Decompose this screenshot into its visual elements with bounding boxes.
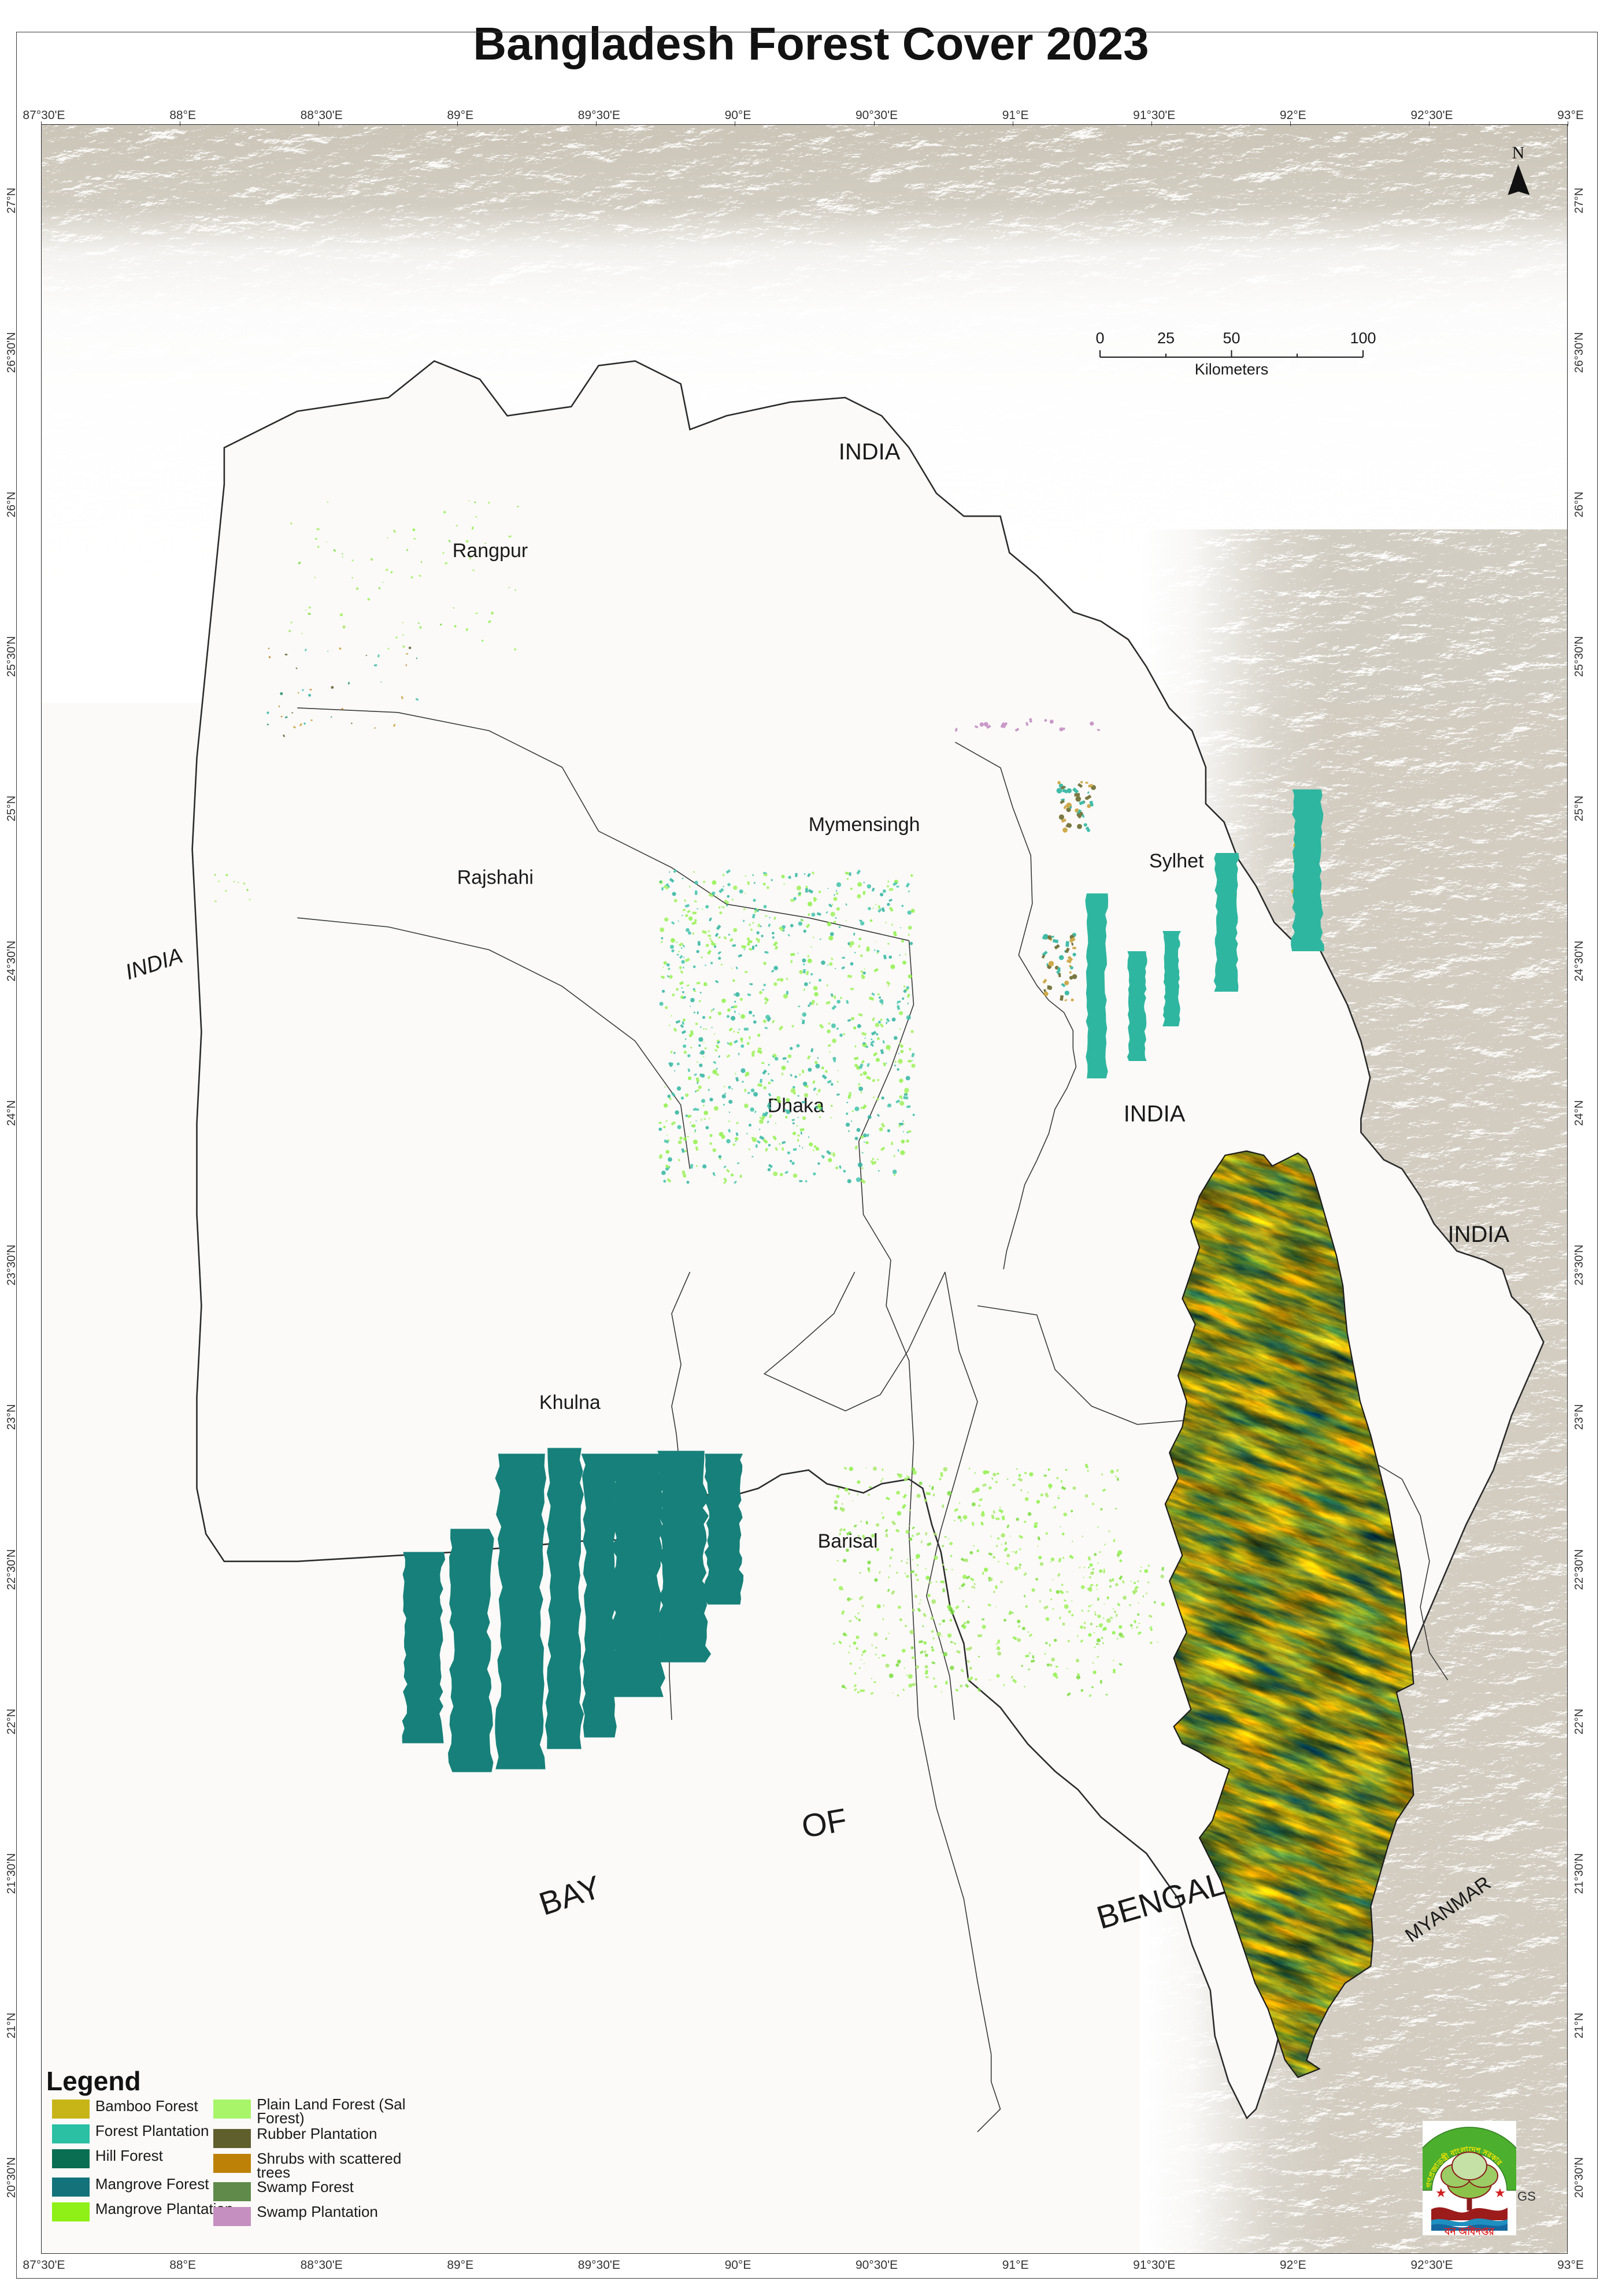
svg-text:Rajshahi: Rajshahi bbox=[457, 867, 534, 889]
svg-text:★: ★ bbox=[1494, 2186, 1506, 2200]
svg-text:INDIA: INDIA bbox=[839, 439, 901, 465]
svg-text:Rangpur: Rangpur bbox=[453, 540, 528, 562]
svg-text:Khulna: Khulna bbox=[539, 1392, 601, 1414]
svg-text:OF: OF bbox=[799, 1801, 850, 1845]
svg-text:N: N bbox=[1512, 143, 1525, 162]
svg-text:Kilometers: Kilometers bbox=[1195, 361, 1269, 378]
svg-text:★: ★ bbox=[1435, 2186, 1447, 2200]
svg-text:Sylhet: Sylhet bbox=[1149, 850, 1204, 872]
svg-text:INDIA: INDIA bbox=[1448, 1222, 1510, 1247]
svg-text:INDIA: INDIA bbox=[1124, 1101, 1186, 1127]
svg-text:বন অধিদপ্তর: বন অধিদপ্তর bbox=[1444, 2225, 1494, 2235]
svg-text:50: 50 bbox=[1223, 329, 1240, 347]
svg-text:25: 25 bbox=[1157, 329, 1175, 347]
svg-text:Mymensingh: Mymensingh bbox=[809, 814, 920, 836]
svg-text:0: 0 bbox=[1095, 329, 1104, 347]
svg-text:BAY: BAY bbox=[535, 1868, 605, 1922]
svg-text:100: 100 bbox=[1350, 329, 1376, 347]
svg-text:INDIA: INDIA bbox=[123, 944, 186, 985]
